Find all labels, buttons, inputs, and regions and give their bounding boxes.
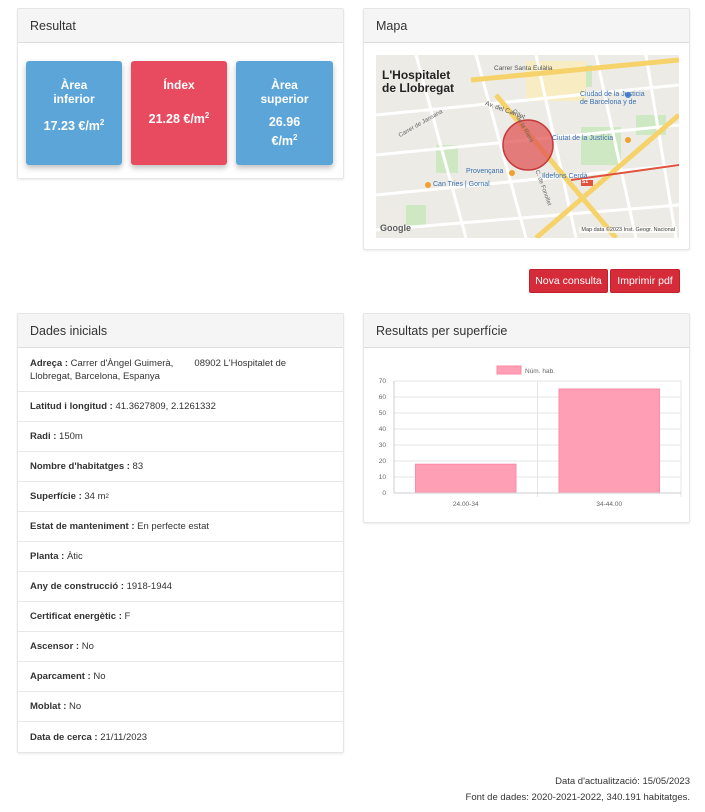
- area-inferior-value: 17.23 €/m2: [43, 118, 105, 134]
- y-tick-label: 20: [379, 458, 387, 465]
- map-graphics: [376, 55, 679, 238]
- info-row-search-date: Data de cerca : 21/11/2023: [30, 731, 148, 743]
- legend-label: Núm. hab.: [525, 368, 555, 375]
- bar: [558, 388, 660, 494]
- area-superior-value: 26.96 €/m2: [268, 115, 301, 149]
- map-place-label: Ciutat de la Justícia: [552, 135, 614, 142]
- resultat-panel: Resultat Àrea inferior 17.23 €/m2 Índex 2…: [17, 8, 344, 179]
- chart-panel: Resultats per superfície Núm. hab. 0 10 20 3…: [363, 313, 690, 523]
- info-row-radius: Radi : 150m: [18, 422, 343, 452]
- map-place-label: Ciudad de la Justicia de Barcelona y de: [580, 91, 645, 106]
- x-tick-label: 34-44.00: [596, 501, 622, 508]
- info-row-dwellings: Nombre d'habitatges : 83: [18, 452, 343, 482]
- info-row-coordinates: Latitud i longitud : 41.3627809, 2.12613…: [18, 392, 343, 422]
- map-attribution: Map data ©2023 Inst. Geogr. Nacional: [579, 227, 677, 233]
- map-view[interactable]: L'Hospitalet de Llobregat Carrer Santa Eu…: [376, 55, 679, 238]
- y-tick-label: 60: [379, 394, 387, 401]
- update-date: Data d'actualització: 15/05/2023: [555, 776, 690, 787]
- y-tick-label: 30: [379, 442, 387, 449]
- area-inferior-card: Àrea inferior 17.23 €/m2: [26, 61, 122, 165]
- mapa-panel: Mapa: [363, 8, 690, 250]
- info-row-furnished: Moblat : No: [18, 692, 343, 722]
- info-row-address: Adreça : Carrer d'Àngel Guimerà, 08902 L…: [18, 348, 343, 392]
- data-source: Font de dades: 2020-2021-2022, 340.191 h…: [465, 792, 690, 803]
- info-row-parking: Aparcament : No: [18, 662, 343, 692]
- index-card: Índex 21.28 €/m2: [131, 61, 227, 165]
- y-tick-label: 10: [379, 474, 387, 481]
- mapa-title: Mapa: [364, 9, 689, 43]
- map-city-name: L'Hospitalet de Llobregat: [382, 68, 455, 95]
- print-pdf-button[interactable]: Imprimir pdf: [610, 269, 680, 293]
- area-inferior-label: Àrea inferior: [53, 78, 95, 106]
- y-tick-label: 0: [382, 490, 386, 497]
- bar-chart: Núm. hab. 0 10 20 30 40 50 60 70 24.00-34 34-44.00: [379, 365, 682, 508]
- map-place-label: Can Tries | Gornal: [433, 181, 490, 188]
- map-place-label: Provençana: [466, 168, 504, 175]
- legend-swatch: [496, 365, 522, 375]
- x-tick-label: 24.00-34: [453, 501, 479, 508]
- dades-panel: Dades inicials Adreça : Carrer d'Àngel G…: [17, 313, 344, 753]
- info-row-maintenance: Estat de manteniment : En perfecte estat: [18, 512, 343, 542]
- dades-title: Dades inicials: [18, 314, 343, 348]
- map-street-label: Carrer Santa Eulàlia: [494, 65, 553, 72]
- y-tick-label: 70: [379, 378, 387, 385]
- y-tick-label: 50: [379, 410, 387, 417]
- y-tick-label: 40: [379, 426, 387, 433]
- area-superior-card: Àrea superior 26.96 €/m2: [236, 61, 333, 165]
- info-row-floor: Planta : Àtic: [18, 542, 343, 572]
- new-query-button[interactable]: Nova consulta: [529, 269, 608, 293]
- resultat-title: Resultat: [18, 9, 343, 43]
- info-row-elevator: Ascensor : No: [18, 632, 343, 662]
- bar: [415, 463, 517, 494]
- index-value: 21.28 €/m2: [148, 111, 210, 127]
- index-label: Índex: [163, 78, 195, 92]
- google-logo: Google: [380, 223, 411, 233]
- metro-badge: S1: [582, 179, 589, 185]
- info-row-energy-certificate: Certificat energètic : F: [18, 602, 343, 632]
- area-superior-label: Àrea superior: [260, 78, 309, 106]
- chart-panel-title: Resultats per superfície: [364, 314, 689, 348]
- map-place-label: Ildefons Cerdà: [542, 173, 588, 180]
- info-row-construction-year: Any de construcció : 1918-1944: [18, 572, 343, 602]
